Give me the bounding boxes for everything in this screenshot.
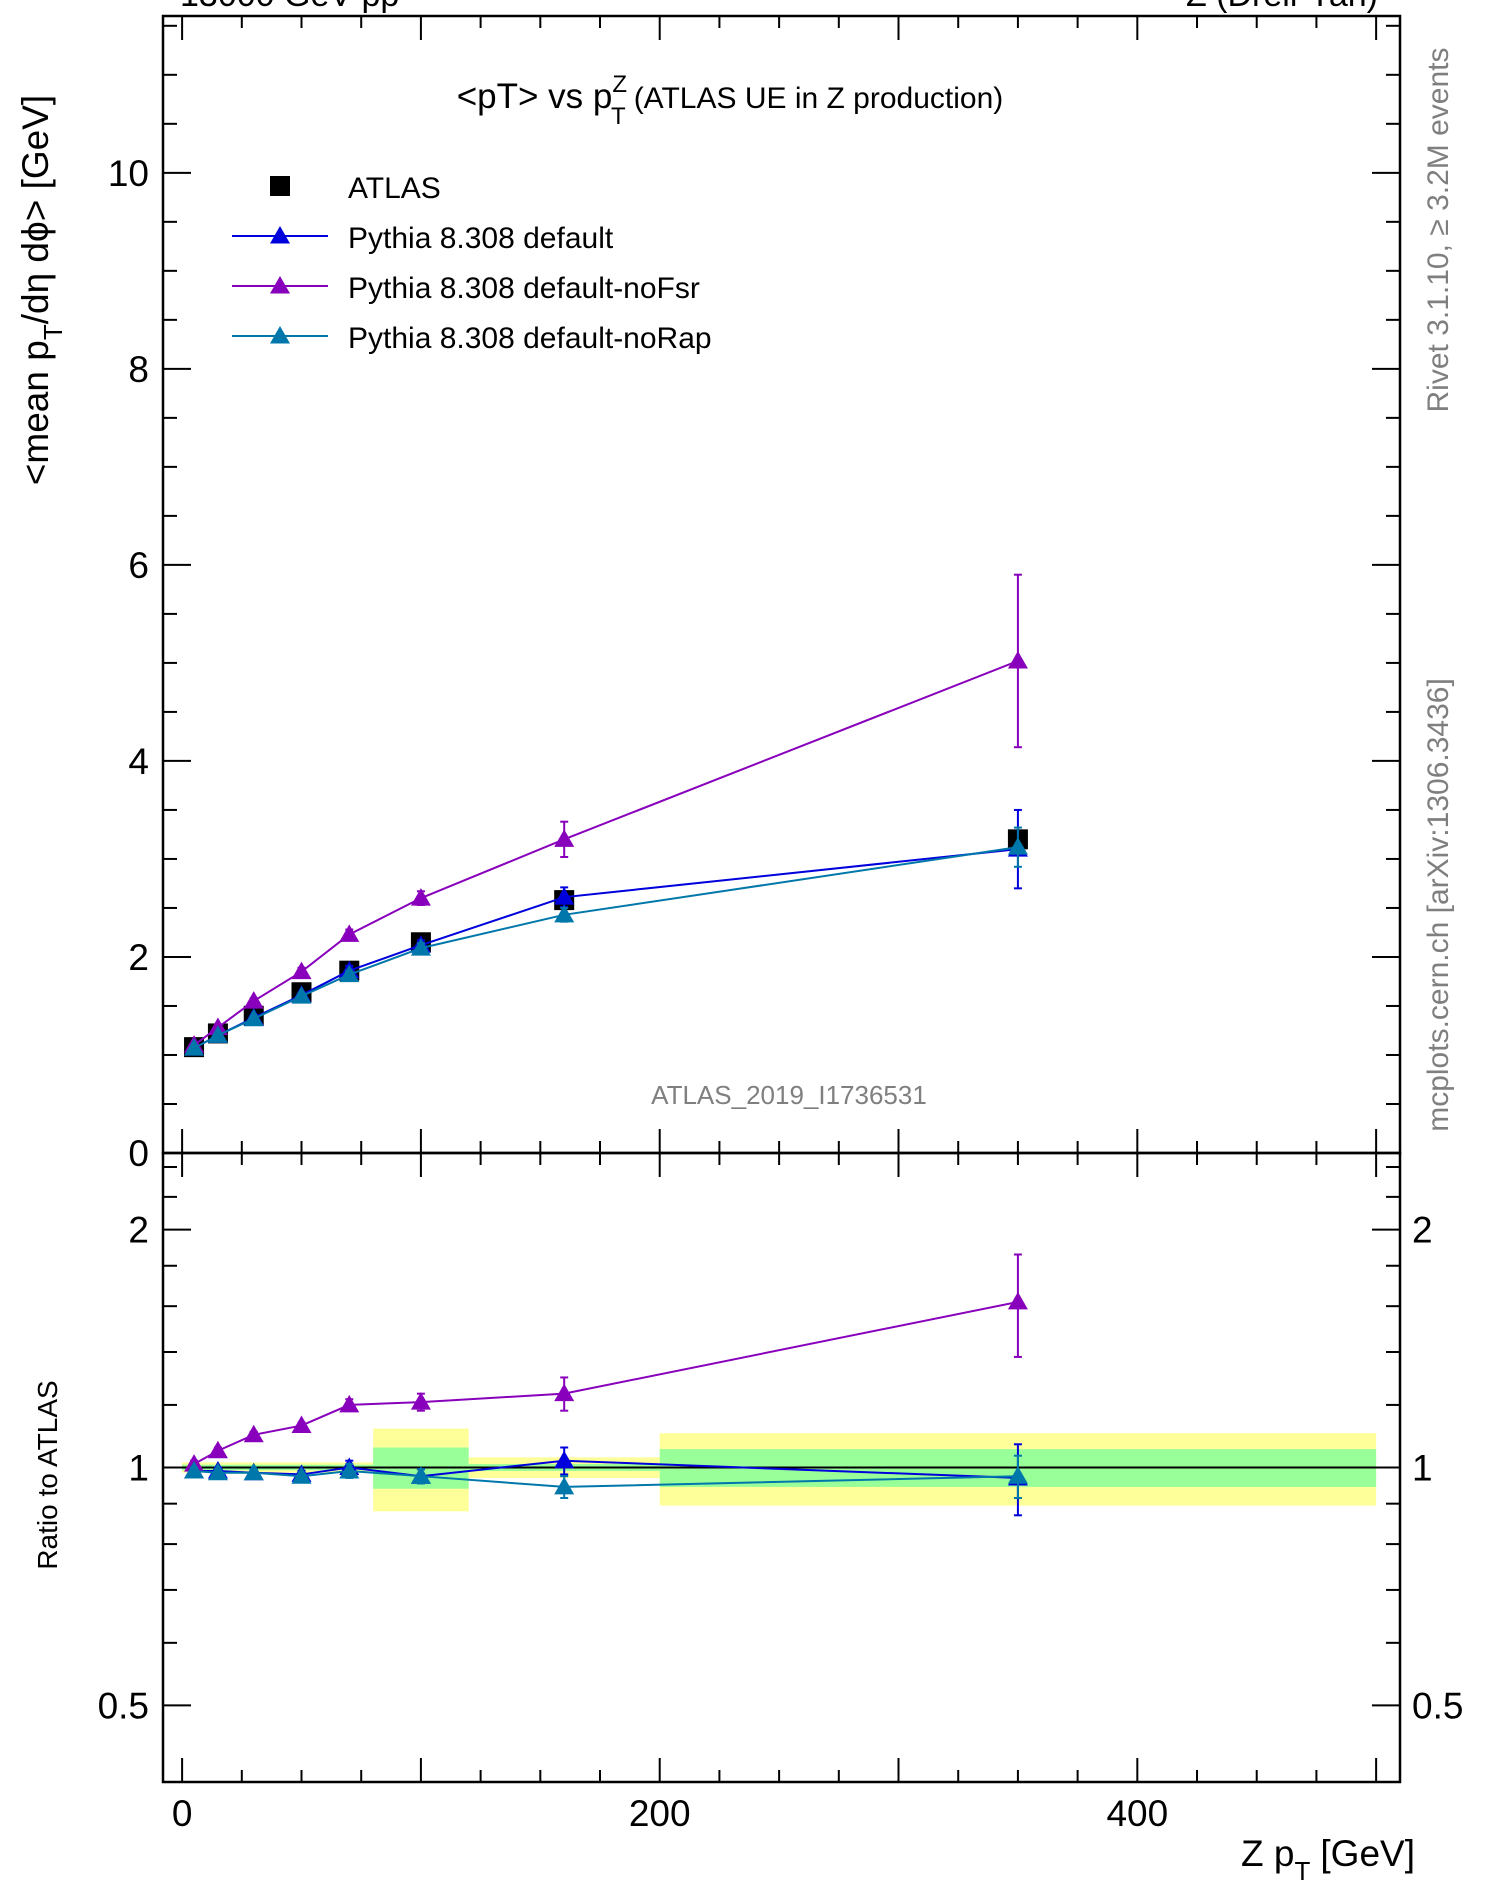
header-left-label: 13000 GeV pp	[180, 0, 399, 14]
ratio-series-marker	[207, 1462, 228, 1481]
ratio-y-tick-label-right: 1	[1412, 1448, 1433, 1489]
chart-title-rest: (ATLAS UE in Z production)	[634, 82, 1004, 115]
main-series-marker	[1007, 650, 1028, 669]
header-right-label: Z (Drell-Yan)	[1186, 0, 1378, 14]
ratio-y-tick-label-left: 1	[128, 1448, 149, 1489]
ratio-y-tick-label-left: 0.5	[98, 1685, 149, 1726]
legend-marker	[270, 326, 290, 344]
x-tick-label: 0	[172, 1793, 193, 1834]
main-series-line	[193, 846, 1019, 1050]
ratio-series-marker	[554, 1383, 575, 1402]
ratio-y-axis-label: Ratio to ATLAS	[32, 1380, 63, 1569]
chart-title: <pT> vs pZ T (ATLAS UE in Z production)	[457, 71, 1004, 130]
main-series-line	[193, 848, 1019, 1050]
legend-label-atlas: ATLAS	[348, 172, 441, 205]
x-tick-label: 200	[629, 1793, 691, 1834]
main-y-axis-label-sub: T	[38, 324, 68, 340]
x-axis-label-sub: T	[1295, 1856, 1311, 1886]
x-axis-label-main: Z p	[1241, 1833, 1294, 1874]
main-y-tick-label: 8	[128, 349, 149, 390]
ratio-series-marker	[243, 1424, 264, 1443]
main-data-layer	[184, 573, 1028, 1058]
main-series-marker	[554, 887, 575, 905]
main-series-marker	[184, 1038, 205, 1056]
ratio-data-layer	[184, 1253, 1028, 1517]
ratio-series-line	[194, 1459, 1018, 1479]
main-series-marker	[554, 904, 575, 923]
ratio-series-marker	[339, 1394, 360, 1413]
main-y-tick-label: 6	[128, 545, 149, 586]
ratio-frame: 0.5 0.5 1 1 2 2 0 200 400	[98, 1151, 1463, 1834]
mcplots-reference-label: mcplots.cern.ch [arXiv:1306.3436]	[1422, 678, 1455, 1132]
legend-label: Pythia 8.308 default	[348, 222, 614, 255]
main-series-marker	[243, 991, 264, 1009]
chart-title-subscript: T	[611, 103, 626, 130]
main-series-marker	[207, 1025, 228, 1043]
ratio-series-marker	[410, 1392, 431, 1410]
ratio-series-marker	[243, 1462, 264, 1481]
main-series-marker	[291, 961, 312, 980]
chart-title-superscript: Z	[612, 71, 627, 98]
rivet-version-label: Rivet 3.1.10, ≥ 3.2M events	[1422, 48, 1455, 413]
legend-marker	[270, 226, 290, 244]
ratio-series-line	[193, 1300, 1019, 1465]
ratio-series-marker	[1007, 1291, 1028, 1310]
ratio-series-marker	[207, 1440, 228, 1459]
main-series-marker	[410, 938, 431, 956]
ratio-series-marker	[554, 1476, 575, 1495]
x-axis-label: Z pT [GeV]	[1241, 1833, 1415, 1886]
x-tick-label: 400	[1106, 1793, 1168, 1834]
main-y-axis-label-main: <mean p	[15, 340, 56, 485]
ratio-series-line	[193, 1469, 1018, 1488]
analysis-label: ATLAS_2019_I1736531	[651, 1080, 927, 1110]
ratio-series-marker	[291, 1466, 312, 1484]
main-series-marker	[339, 964, 360, 983]
main-series-marker	[291, 986, 312, 1004]
main-y-axis-label: <mean pT/dη dϕ> [GeV]	[15, 95, 68, 485]
legend-marker	[270, 276, 290, 294]
ratio-series-marker	[1007, 1466, 1028, 1484]
ratio-y-tick-label-left: 2	[128, 1210, 149, 1251]
main-series-marker	[554, 829, 575, 847]
x-axis-label-rest: [GeV]	[1320, 1833, 1415, 1874]
main-y-tick-label: 2	[128, 937, 149, 978]
chart-title-main: <pT> vs p	[457, 77, 613, 116]
main-y-axis-label-rest: /dη dϕ> [GeV]	[15, 95, 56, 325]
ratio-series-marker	[184, 1460, 205, 1479]
legend: ATLAS Pythia 8.308 default Pythia 8.308 de…	[232, 172, 712, 355]
main-y-tick-label: 10	[108, 153, 149, 194]
main-y-tick-label: 4	[128, 741, 149, 782]
ratio-y-tick-label-right: 0.5	[1412, 1685, 1463, 1726]
ratio-series-marker	[291, 1415, 312, 1434]
ratio-series-marker	[554, 1450, 575, 1469]
main-series-marker	[410, 888, 431, 906]
ratio-series-marker	[410, 1466, 431, 1484]
legend-label: Pythia 8.308 default-noRap	[348, 322, 712, 355]
ratio-y-tick-label-right: 2	[1412, 1210, 1433, 1251]
main-series-marker	[339, 924, 360, 942]
main-series-line	[193, 660, 1019, 1046]
ratio-border	[161, 1151, 1402, 1784]
legend-label: Pythia 8.308 default-noFsr	[348, 272, 700, 305]
legend-marker-atlas	[270, 176, 290, 196]
main-y-tick-label: 0	[128, 1133, 149, 1174]
main-series-marker	[243, 1008, 264, 1027]
main-series-marker	[1007, 837, 1028, 855]
ratio-series-marker	[339, 1460, 360, 1479]
